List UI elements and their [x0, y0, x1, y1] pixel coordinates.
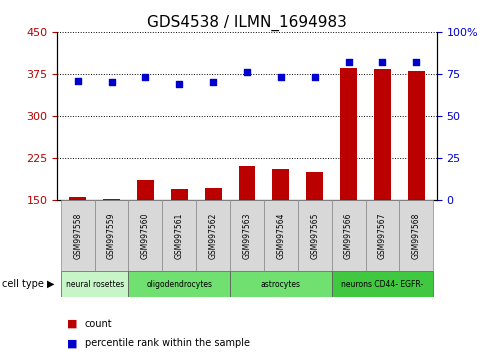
Bar: [69, 197, 86, 200]
Point: [108, 79, 116, 85]
Text: GSM997568: GSM997568: [412, 212, 421, 259]
Text: astrocytes: astrocytes: [261, 280, 301, 289]
Bar: [332, 271, 433, 297]
Bar: [171, 189, 188, 200]
Bar: [95, 200, 129, 271]
Bar: [374, 69, 391, 200]
Text: GSM997567: GSM997567: [378, 212, 387, 259]
Text: GSM997564: GSM997564: [276, 212, 285, 259]
Bar: [230, 271, 332, 297]
Bar: [196, 200, 230, 271]
Text: percentile rank within the sample: percentile rank within the sample: [85, 338, 250, 348]
Point: [378, 59, 386, 65]
Bar: [332, 200, 365, 271]
Text: neural rosettes: neural rosettes: [65, 280, 124, 289]
Bar: [272, 169, 289, 200]
Bar: [61, 200, 95, 271]
Text: ■: ■: [67, 338, 78, 348]
Bar: [61, 271, 129, 297]
Point: [209, 79, 217, 85]
Bar: [340, 68, 357, 200]
Bar: [365, 200, 399, 271]
Point: [141, 74, 149, 80]
Point: [311, 74, 319, 80]
Text: GSM997561: GSM997561: [175, 212, 184, 259]
Bar: [230, 200, 264, 271]
Bar: [408, 71, 425, 200]
Text: GSM997563: GSM997563: [243, 212, 251, 259]
Bar: [129, 271, 230, 297]
Text: oligodendrocytes: oligodendrocytes: [146, 280, 212, 289]
Text: GSM997566: GSM997566: [344, 212, 353, 259]
Bar: [137, 181, 154, 200]
Text: GSM997562: GSM997562: [209, 212, 218, 259]
Text: neurons CD44- EGFR-: neurons CD44- EGFR-: [341, 280, 424, 289]
Point: [345, 59, 353, 65]
Text: cell type ▶: cell type ▶: [2, 279, 55, 289]
Bar: [103, 199, 120, 200]
Point: [412, 59, 420, 65]
Point: [277, 74, 285, 80]
Point: [74, 78, 82, 84]
Text: GSM997560: GSM997560: [141, 212, 150, 259]
Text: ■: ■: [67, 319, 78, 329]
Title: GDS4538 / ILMN_1694983: GDS4538 / ILMN_1694983: [147, 14, 347, 30]
Text: GSM997558: GSM997558: [73, 212, 82, 259]
Point: [175, 81, 183, 87]
Bar: [162, 200, 196, 271]
Text: count: count: [85, 319, 112, 329]
Bar: [239, 166, 255, 200]
Bar: [298, 200, 332, 271]
Bar: [399, 200, 433, 271]
Bar: [129, 200, 162, 271]
Point: [243, 69, 251, 75]
Bar: [205, 188, 222, 200]
Text: GSM997559: GSM997559: [107, 212, 116, 259]
Bar: [264, 200, 298, 271]
Bar: [306, 172, 323, 200]
Text: GSM997565: GSM997565: [310, 212, 319, 259]
